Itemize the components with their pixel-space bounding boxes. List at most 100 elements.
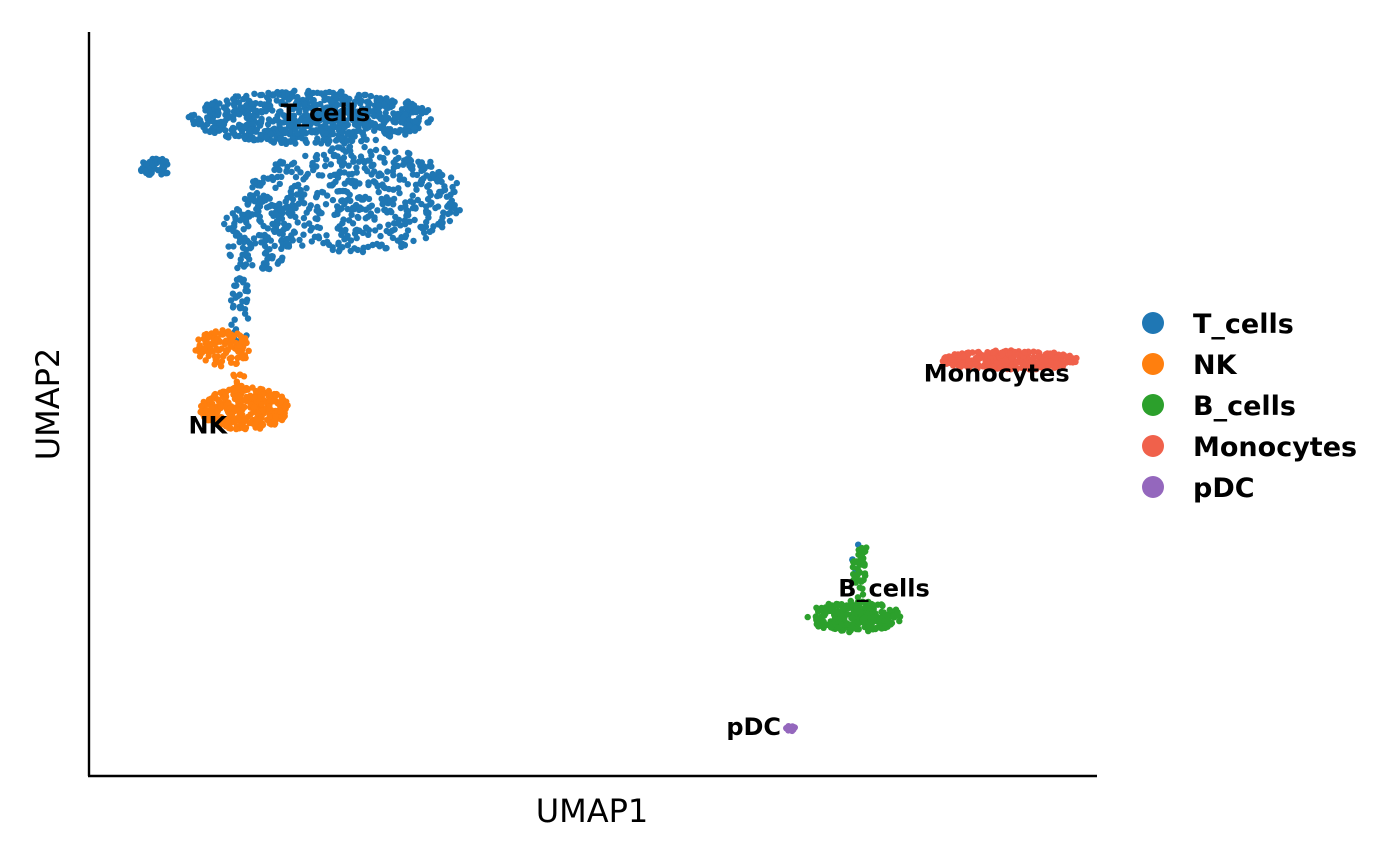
data-point-T_cells — [368, 152, 375, 159]
data-point-T_cells — [294, 130, 301, 137]
data-point-T_cells — [257, 119, 265, 126]
data-point-NK — [200, 335, 208, 342]
data-point-T_cells — [267, 130, 275, 138]
data-point-T_cells — [362, 91, 369, 99]
data-point-T_cells — [241, 234, 248, 241]
data-point-T_cells — [241, 310, 249, 317]
data-point-T_cells — [406, 122, 413, 129]
data-point-B_cells — [852, 579, 859, 586]
data-point-T_cells — [227, 297, 235, 304]
data-point-T_cells — [190, 111, 198, 119]
legend-label-pDC: pDC — [1193, 473, 1255, 504]
data-point-T_cells — [325, 241, 333, 248]
series-Monocytes — [939, 347, 1080, 373]
cluster-label-pDC: pDC — [726, 713, 781, 741]
data-point-T_cells — [221, 220, 228, 228]
data-point-T_cells — [287, 122, 295, 129]
data-point-T_cells — [378, 172, 385, 179]
data-point-NK — [266, 413, 273, 420]
data-point-NK — [228, 354, 235, 361]
data-point-T_cells — [270, 226, 277, 234]
data-point-T_cells — [289, 237, 296, 244]
data-point-T_cells — [286, 112, 293, 120]
data-point-T_cells — [195, 121, 203, 128]
data-point-NK — [217, 330, 224, 338]
data-point-T_cells — [310, 96, 317, 104]
data-point-B_cells — [862, 548, 869, 555]
data-point-Monocytes — [1021, 348, 1028, 356]
data-point-NK — [231, 418, 238, 425]
data-point-T_cells — [351, 121, 359, 128]
data-point-T_cells — [245, 112, 252, 120]
data-point-T_cells — [419, 225, 426, 232]
data-point-T_cells — [288, 168, 295, 176]
data-point-T_cells — [251, 107, 258, 114]
data-point-T_cells — [283, 236, 290, 243]
data-point-T_cells — [304, 170, 311, 178]
data-point-T_cells — [418, 104, 426, 112]
data-point-T_cells — [262, 197, 269, 204]
data-point-T_cells — [276, 230, 283, 237]
data-point-T_cells — [303, 185, 310, 192]
data-point-Monocytes — [1008, 355, 1015, 362]
legend-marker-pDC — [1142, 476, 1164, 498]
data-point-T_cells — [251, 136, 258, 144]
data-point-Monocytes — [959, 362, 967, 369]
data-point-Monocytes — [1048, 358, 1055, 365]
data-point-B_cells — [858, 578, 865, 585]
data-point-T_cells — [447, 174, 455, 181]
data-point-Monocytes — [990, 363, 998, 371]
data-point-T_cells — [230, 227, 237, 235]
data-point-T_cells — [243, 284, 250, 291]
data-point-T_cells — [364, 213, 372, 220]
data-point-T_cells — [351, 98, 358, 106]
data-point-T_cells — [241, 123, 248, 131]
data-point-T_cells — [363, 136, 370, 143]
data-point-T_cells — [236, 303, 243, 311]
data-point-T_cells — [424, 119, 431, 126]
data-point-T_cells — [234, 206, 241, 213]
data-point-NK — [243, 339, 250, 347]
data-point-T_cells — [308, 238, 315, 245]
data-point-Monocytes — [1006, 365, 1013, 372]
data-point-T_cells — [355, 206, 363, 214]
data-point-T_cells — [389, 102, 396, 110]
data-point-T_cells — [258, 91, 266, 99]
data-point-Monocytes — [951, 351, 958, 358]
data-point-T_cells — [354, 213, 361, 221]
data-point-T_cells — [429, 227, 436, 234]
data-point-B_cells — [857, 609, 864, 616]
data-point-T_cells — [263, 204, 271, 211]
data-point-T_cells — [341, 123, 349, 131]
data-point-Monocytes — [1042, 357, 1049, 365]
data-point-NK — [238, 338, 245, 345]
data-point-NK — [249, 384, 256, 391]
data-point-NK — [266, 403, 273, 410]
data-point-T_cells — [376, 223, 383, 230]
data-point-T_cells — [225, 225, 232, 233]
data-point-T_cells — [361, 143, 368, 151]
data-point-Monocytes — [941, 354, 948, 362]
data-point-T_cells — [359, 248, 367, 256]
data-point-T_cells — [265, 97, 273, 104]
data-point-T_cells — [420, 166, 427, 174]
data-point-T_cells — [295, 200, 302, 207]
data-point-T_cells — [404, 181, 411, 188]
data-point-T_cells — [367, 92, 375, 100]
data-point-T_cells — [364, 167, 371, 175]
data-point-T_cells — [244, 315, 252, 322]
data-point-T_cells — [447, 209, 454, 216]
data-point-T_cells — [412, 107, 419, 115]
data-point-T_cells — [353, 169, 360, 176]
data-point-T_cells — [300, 231, 307, 238]
data-point-T_cells — [335, 239, 342, 246]
data-point-T_cells — [345, 162, 352, 169]
data-point-T_cells — [333, 136, 340, 144]
data-point-NK — [278, 393, 285, 400]
data-point-T_cells — [392, 213, 399, 221]
data-point-T_cells — [243, 101, 250, 109]
data-point-NK — [237, 409, 245, 417]
data-point-NK — [242, 424, 250, 431]
data-point-NK — [237, 371, 244, 378]
data-point-T_cells — [273, 97, 280, 104]
